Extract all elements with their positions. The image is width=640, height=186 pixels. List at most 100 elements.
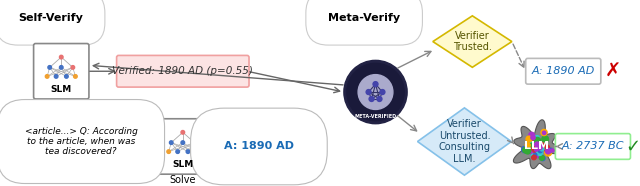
Circle shape [542,136,548,142]
Circle shape [533,144,538,149]
Circle shape [176,150,179,153]
Circle shape [540,155,545,160]
Text: Verifier
Trusted.: Verifier Trusted. [453,31,492,52]
Circle shape [532,155,536,160]
Circle shape [377,97,382,101]
Text: LLM: LLM [524,142,549,151]
Circle shape [531,147,537,153]
FancyBboxPatch shape [525,58,601,84]
FancyBboxPatch shape [116,55,249,87]
Circle shape [530,146,533,150]
Circle shape [529,143,534,147]
Circle shape [534,148,538,151]
Text: META-VERIFIED: META-VERIFIED [355,114,397,119]
Text: A: 2737 BC: A: 2737 BC [562,142,624,151]
Circle shape [540,156,545,161]
Text: SLM: SLM [172,161,193,169]
Circle shape [74,75,77,78]
Circle shape [532,144,540,151]
Circle shape [181,141,184,144]
Circle shape [528,145,532,148]
Circle shape [536,142,541,147]
Circle shape [539,146,544,151]
Circle shape [48,66,51,69]
Circle shape [366,90,371,94]
Circle shape [529,151,531,154]
Circle shape [373,82,378,87]
Circle shape [529,144,534,148]
Circle shape [532,146,536,151]
Circle shape [347,63,404,121]
Circle shape [186,150,189,153]
Circle shape [358,75,393,109]
Circle shape [60,55,63,59]
Circle shape [523,147,528,153]
Text: Verified: 1890 AD (p=0.55): Verified: 1890 AD (p=0.55) [113,66,253,76]
Circle shape [528,137,534,143]
Circle shape [181,131,184,134]
FancyBboxPatch shape [155,119,211,174]
Circle shape [538,149,542,153]
Polygon shape [433,16,512,67]
Polygon shape [513,120,563,169]
Circle shape [531,154,534,157]
Circle shape [534,153,537,156]
Circle shape [535,141,541,147]
Circle shape [545,149,552,156]
Circle shape [533,143,540,150]
Circle shape [531,149,536,155]
Circle shape [532,143,536,148]
Circle shape [543,131,546,134]
Circle shape [526,136,532,142]
Circle shape [167,150,170,153]
Circle shape [540,147,544,151]
Circle shape [522,146,528,153]
Text: A: 1890 AD: A: 1890 AD [532,66,595,76]
Circle shape [541,129,547,136]
Circle shape [543,145,550,151]
Circle shape [526,149,529,153]
Text: <article...> Q: According
to the article, when was
tea discovered?: <article...> Q: According to the article… [24,127,138,156]
Circle shape [532,144,538,150]
Circle shape [536,144,543,150]
FancyBboxPatch shape [33,44,89,99]
Circle shape [529,132,534,138]
Circle shape [527,147,533,153]
Circle shape [71,66,75,69]
Circle shape [531,142,537,148]
Circle shape [195,150,199,153]
Circle shape [535,142,540,147]
Circle shape [528,141,532,145]
Circle shape [538,142,545,149]
Circle shape [193,141,196,144]
Circle shape [344,60,407,124]
Circle shape [60,66,63,69]
Text: A: 1890 AD: A: 1890 AD [224,142,294,151]
Text: Verifier
Untrusted.
Consulting
LLM.: Verifier Untrusted. Consulting LLM. [438,119,490,164]
Circle shape [551,149,554,152]
Circle shape [531,135,535,140]
Polygon shape [417,108,511,175]
Circle shape [536,149,543,155]
Circle shape [535,143,541,150]
Circle shape [65,75,68,78]
Circle shape [534,136,540,140]
Circle shape [534,137,541,144]
Circle shape [533,135,539,141]
Circle shape [525,143,530,148]
Text: Solve: Solve [170,175,196,185]
Circle shape [54,75,58,78]
Circle shape [525,148,531,154]
Circle shape [530,148,534,153]
Circle shape [536,142,540,147]
Text: Meta-Verify: Meta-Verify [328,13,400,23]
Text: ✓: ✓ [625,137,640,155]
Circle shape [536,151,542,158]
Circle shape [369,97,374,101]
Circle shape [380,90,385,94]
Circle shape [45,75,49,78]
Circle shape [536,143,543,150]
Text: SLM: SLM [51,85,72,94]
Circle shape [538,145,543,150]
Circle shape [545,149,551,154]
